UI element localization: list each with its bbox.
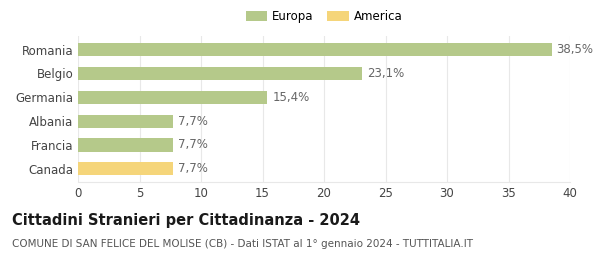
Bar (78, 67, 362, 80)
Text: 7,7%: 7,7% (178, 162, 208, 175)
Bar (78, 43, 551, 56)
Text: 23,1%: 23,1% (367, 67, 404, 80)
Bar (78, 115, 173, 128)
Bar (78, 162, 173, 176)
Bar (78, 91, 268, 104)
Text: 7,7%: 7,7% (178, 139, 208, 152)
Legend: Europa, America: Europa, America (241, 5, 407, 28)
Text: COMUNE DI SAN FELICE DEL MOLISE (CB) - Dati ISTAT al 1° gennaio 2024 - TUTTITALI: COMUNE DI SAN FELICE DEL MOLISE (CB) - D… (12, 239, 473, 249)
Text: 38,5%: 38,5% (556, 43, 593, 56)
Text: Cittadini Stranieri per Cittadinanza - 2024: Cittadini Stranieri per Cittadinanza - 2… (12, 213, 360, 228)
Text: 7,7%: 7,7% (178, 115, 208, 128)
Bar (78, 138, 173, 152)
Text: 15,4%: 15,4% (272, 91, 310, 104)
